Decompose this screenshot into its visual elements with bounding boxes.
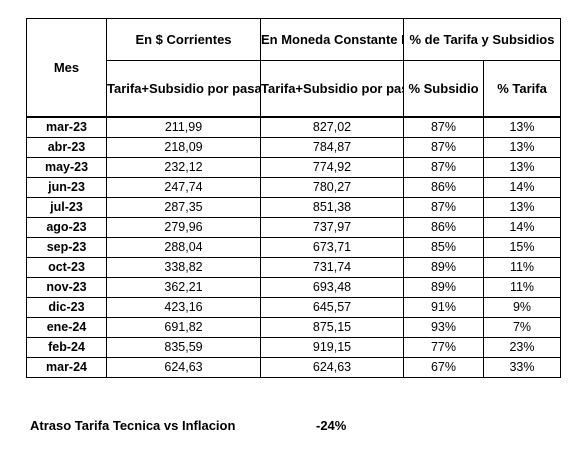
cell-constante: 780,27: [260, 177, 404, 198]
cell-pct-subsidio: 67%: [403, 357, 484, 378]
table-row: jun-23 247,74 780,27 86% 14%: [26, 177, 561, 198]
cell-corrientes: 691,82: [106, 317, 261, 338]
cell-pct-subsidio: 77%: [403, 337, 484, 358]
cell-constante: 851,38: [260, 197, 404, 218]
cell-corrientes: 232,12: [106, 157, 261, 178]
cell-pct-tarifa: 13%: [483, 197, 561, 218]
cell-constante: 731,74: [260, 257, 404, 278]
cell-pct-subsidio: 89%: [403, 277, 484, 298]
table-row: feb-24 835,59 919,15 77% 23%: [26, 337, 561, 358]
cell-pct-subsidio: 89%: [403, 257, 484, 278]
data-table: Mes En $ Corrientes En Moneda Constante …: [26, 18, 561, 378]
cell-constante: 624,63: [260, 357, 404, 378]
cell-pct-tarifa: 11%: [483, 257, 561, 278]
cell-pct-tarifa: 14%: [483, 177, 561, 198]
cell-constante: 737,97: [260, 217, 404, 238]
cell-constante: 784,87: [260, 137, 404, 158]
cell-mes: nov-23: [26, 277, 107, 298]
cell-corrientes: 835,59: [106, 337, 261, 358]
cell-mes: oct-23: [26, 257, 107, 278]
table-body: mar-23 211,99 827,02 87% 13% abr-23 218,09 784,…: [26, 116, 561, 378]
header-pct-tarifa: % Tarifa: [483, 60, 561, 118]
cell-mes: jul-23: [26, 197, 107, 218]
cell-mes: may-23: [26, 157, 107, 178]
header-row-sub: Tarifa+Subsidio por pasajero Tarifa+Subs…: [27, 60, 561, 118]
cell-pct-subsidio: 91%: [403, 297, 484, 318]
cell-constante: 827,02: [260, 116, 404, 138]
header-row-top: Mes En $ Corrientes En Moneda Constante …: [26, 18, 561, 118]
header-corrientes-sub: Tarifa+Subsidio por pasajero: [106, 60, 261, 118]
header-corrientes: En $ Corrientes: [106, 18, 261, 61]
cell-pct-tarifa: 15%: [483, 237, 561, 258]
cell-pct-tarifa: 14%: [483, 217, 561, 238]
cell-constante: 693,48: [260, 277, 404, 298]
header-pct-subsidio: % Subsidio: [403, 60, 484, 118]
cell-pct-tarifa: 13%: [483, 116, 561, 138]
cell-corrientes: 288,04: [106, 237, 261, 258]
footer-value: -24%: [316, 418, 347, 433]
cell-pct-tarifa: 23%: [483, 337, 561, 358]
table-row: abr-23 218,09 784,87 87% 13%: [26, 137, 561, 158]
cell-corrientes: 247,74: [106, 177, 261, 198]
cell-constante: 673,71: [260, 237, 404, 258]
cell-mes: jun-23: [26, 177, 107, 198]
table-row: dic-23 423,16 645,57 91% 9%: [26, 297, 561, 318]
header-tarifa-subsidios: % de Tarifa y Subsidios: [403, 18, 561, 61]
cell-pct-tarifa: 13%: [483, 157, 561, 178]
cell-mes: feb-24: [26, 337, 107, 358]
cell-pct-subsidio: 86%: [403, 177, 484, 198]
table-row: oct-23 338,82 731,74 89% 11%: [26, 257, 561, 278]
cell-pct-subsidio: 86%: [403, 217, 484, 238]
cell-corrientes: 211,99: [106, 116, 261, 138]
cell-mes: abr-23: [26, 137, 107, 158]
table-row: mar-23 211,99 827,02 87% 13%: [26, 116, 561, 138]
cell-mes: ago-23: [26, 217, 107, 238]
cell-corrientes: 338,82: [106, 257, 261, 278]
cell-mes: sep-23: [26, 237, 107, 258]
header-constante-sub: Tarifa+Subsidio por pasajero: [260, 60, 404, 118]
table-row: may-23 232,12 774,92 87% 13%: [26, 157, 561, 178]
cell-pct-tarifa: 9%: [483, 297, 561, 318]
cell-constante: 919,15: [260, 337, 404, 358]
cell-mes: ene-24: [26, 317, 107, 338]
header-constante: En Moneda Constante Marzo 24: [260, 18, 404, 61]
header-mes: Mes: [26, 18, 107, 118]
table-row: ene-24 691,82 875,15 93% 7%: [26, 317, 561, 338]
cell-constante: 875,15: [260, 317, 404, 338]
cell-constante: 774,92: [260, 157, 404, 178]
cell-pct-tarifa: 33%: [483, 357, 561, 378]
cell-corrientes: 287,35: [106, 197, 261, 218]
cell-corrientes: 218,09: [106, 137, 261, 158]
cell-pct-subsidio: 87%: [403, 116, 484, 138]
cell-pct-subsidio: 87%: [403, 137, 484, 158]
cell-pct-subsidio: 93%: [403, 317, 484, 338]
cell-pct-tarifa: 13%: [483, 137, 561, 158]
cell-corrientes: 423,16: [106, 297, 261, 318]
cell-pct-tarifa: 7%: [483, 317, 561, 338]
table-row: mar-24 624,63 624,63 67% 33%: [26, 357, 561, 378]
cell-pct-subsidio: 85%: [403, 237, 484, 258]
footer-label: Atraso Tarifa Tecnica vs Inflacion: [30, 418, 236, 433]
cell-pct-subsidio: 87%: [403, 197, 484, 218]
cell-pct-subsidio: 87%: [403, 157, 484, 178]
cell-pct-tarifa: 11%: [483, 277, 561, 298]
cell-corrientes: 279,96: [106, 217, 261, 238]
table-row: sep-23 288,04 673,71 85% 15%: [26, 237, 561, 258]
cell-corrientes: 624,63: [106, 357, 261, 378]
table-row: nov-23 362,21 693,48 89% 11%: [26, 277, 561, 298]
table-row: ago-23 279,96 737,97 86% 14%: [26, 217, 561, 238]
table-row: jul-23 287,35 851,38 87% 13%: [26, 197, 561, 218]
cell-mes: dic-23: [26, 297, 107, 318]
cell-mes: mar-23: [26, 116, 107, 138]
cell-mes: mar-24: [26, 357, 107, 378]
cell-constante: 645,57: [260, 297, 404, 318]
cell-corrientes: 362,21: [106, 277, 261, 298]
